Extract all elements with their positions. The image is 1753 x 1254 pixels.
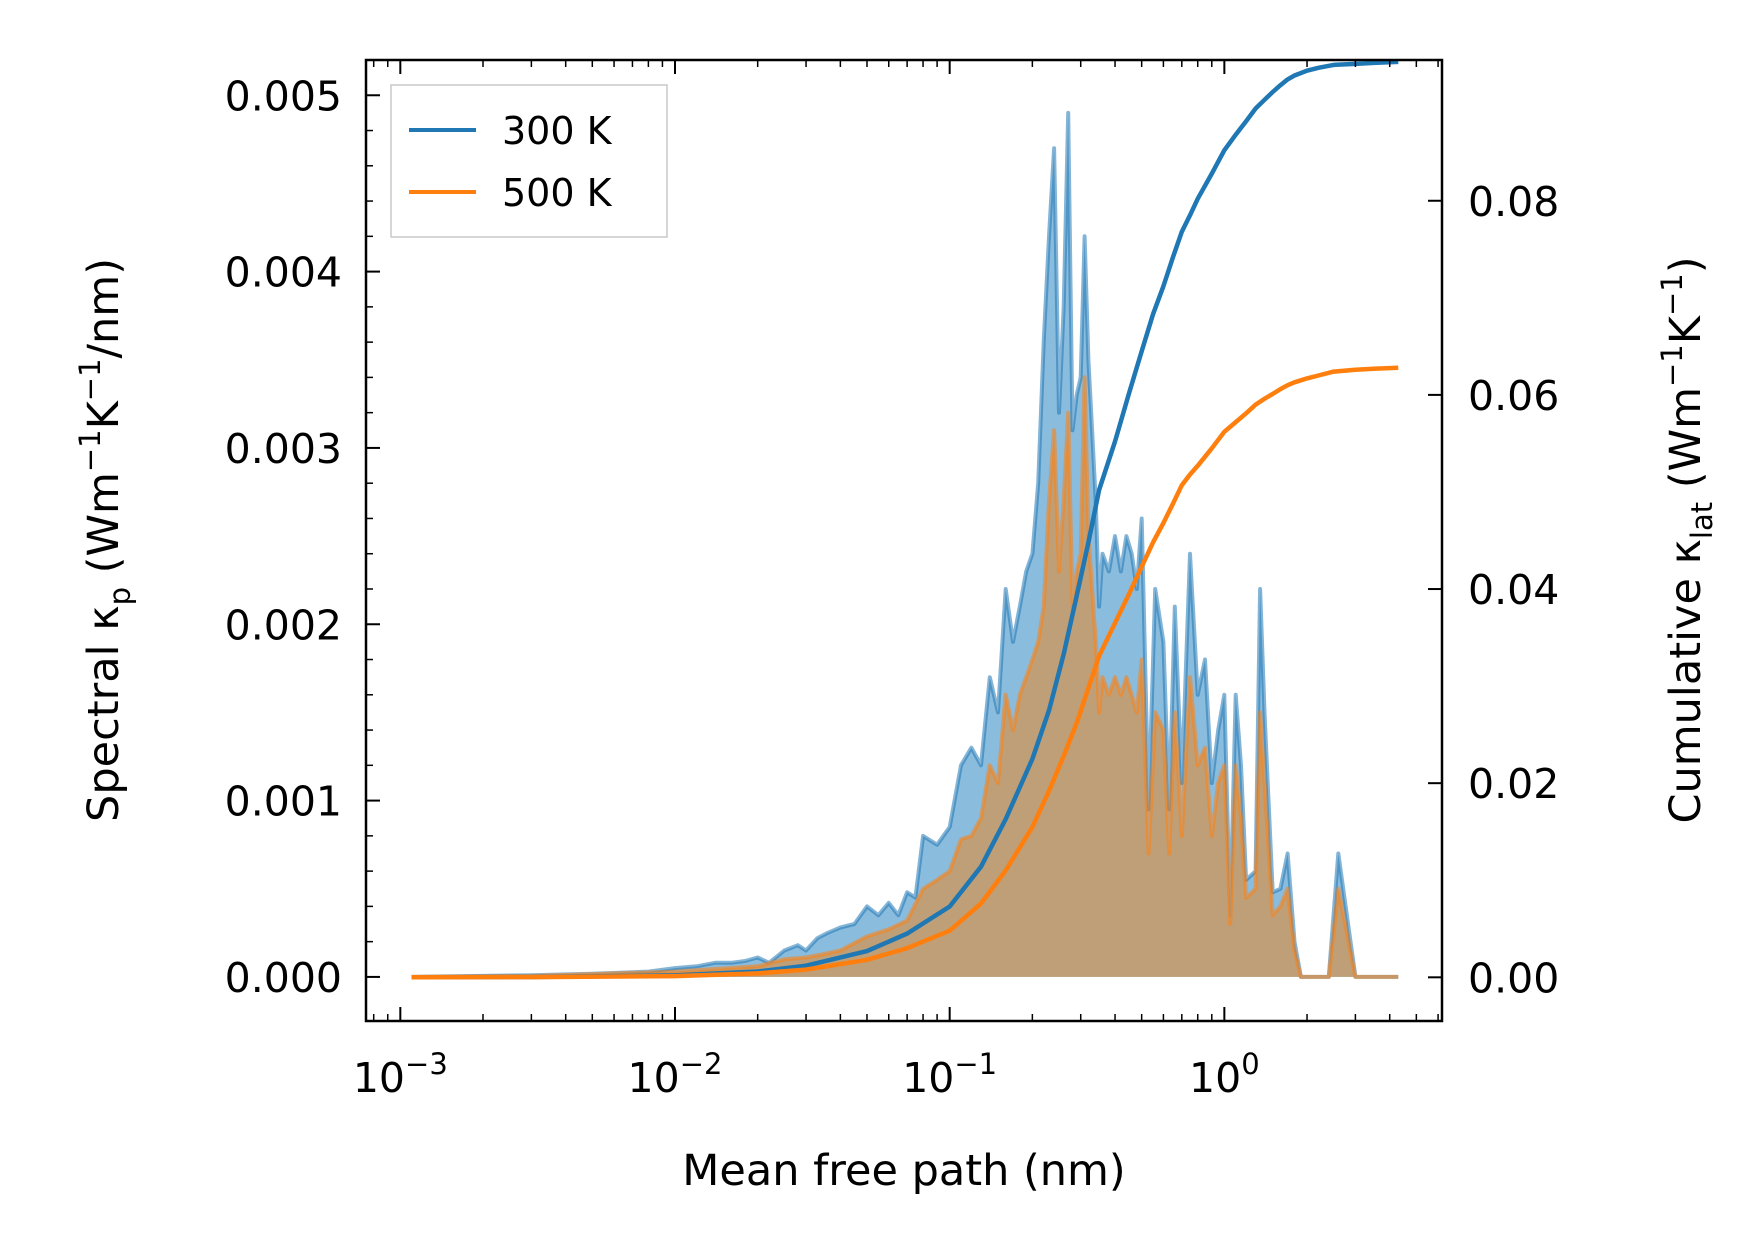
legend-box bbox=[390, 84, 668, 238]
left-tick-label-5: 0.005 bbox=[225, 72, 342, 120]
cumulative-line-1 bbox=[411, 365, 1399, 980]
spectral-area-0 bbox=[411, 112, 1399, 977]
legend: 300 K 500 K bbox=[390, 84, 668, 238]
cumulative-line-0 bbox=[411, 60, 1399, 980]
legend-label-500k: 500 K bbox=[502, 171, 613, 215]
plot-area bbox=[411, 60, 1399, 980]
right-tick-label-1: 0.02 bbox=[1468, 760, 1559, 808]
x-tick-label-2: 10−1 bbox=[902, 1047, 997, 1102]
spectral-edge-1 bbox=[411, 375, 1399, 979]
left-tick-label-0: 0.000 bbox=[225, 954, 342, 1002]
right-tick-label-4: 0.08 bbox=[1468, 178, 1559, 226]
axes-layer: 10−3 10−2 10−1 100 0.000 0.001 0.002 0.003 0.004… bbox=[225, 58, 1559, 1102]
right-tick-label-0: 0.00 bbox=[1468, 954, 1559, 1002]
right-tick-label-3: 0.06 bbox=[1468, 372, 1559, 420]
left-tick-label-1: 0.001 bbox=[225, 778, 342, 826]
legend-label-300k: 300 K bbox=[502, 109, 613, 153]
left-tick-label-4: 0.004 bbox=[225, 249, 342, 297]
x-axis-label: Mean free path (nm) bbox=[682, 1146, 1125, 1196]
x-tick-label-1: 10−2 bbox=[628, 1047, 723, 1102]
spectral-edge-0 bbox=[411, 110, 1399, 979]
left-axis-label: Spectral κp (Wm−1K−1/nm) bbox=[73, 258, 137, 822]
right-axis-label: Cumulative κlat (Wm−1K−1) bbox=[1655, 257, 1719, 824]
left-tick-label-3: 0.003 bbox=[225, 425, 342, 473]
x-tick-label-3: 100 bbox=[1189, 1047, 1260, 1102]
plot-frame bbox=[364, 58, 1444, 1023]
left-tick-label-2: 0.002 bbox=[225, 601, 342, 649]
x-tick-label-0: 10−3 bbox=[353, 1047, 448, 1102]
right-tick-label-2: 0.04 bbox=[1468, 566, 1559, 614]
